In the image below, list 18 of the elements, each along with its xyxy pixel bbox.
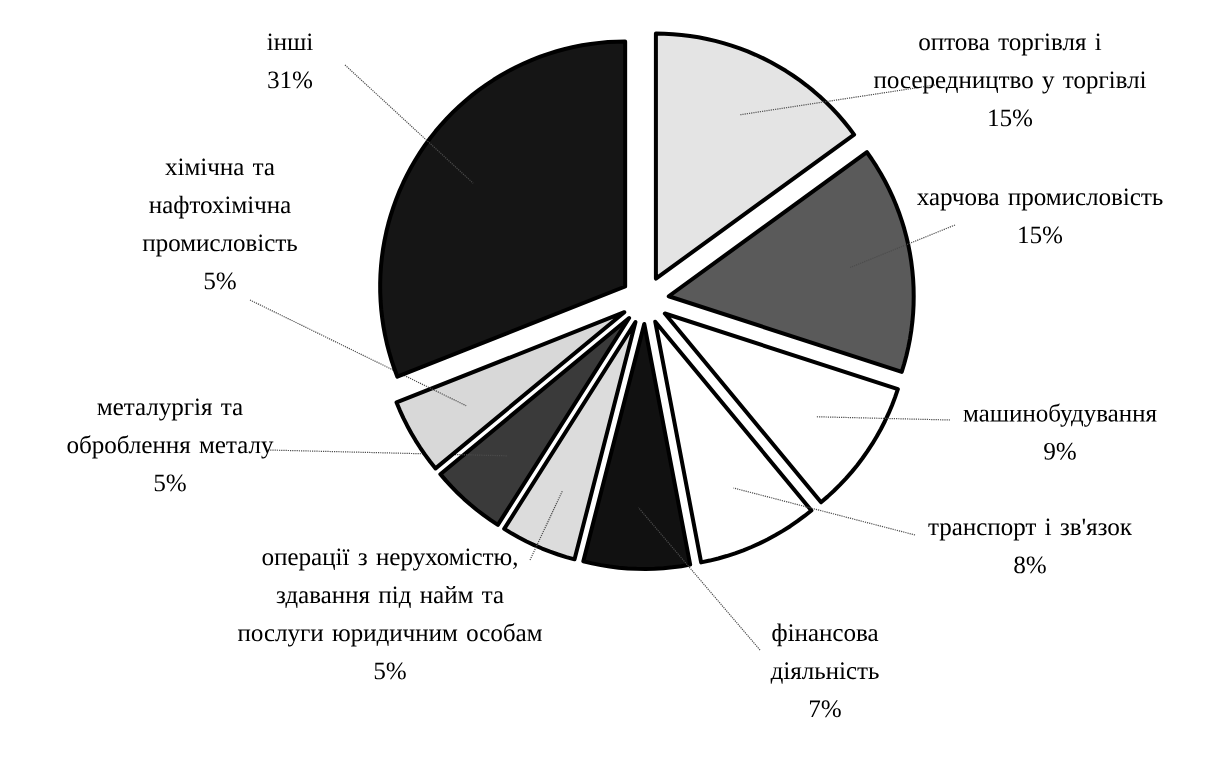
data-label: 15% xyxy=(1019,226,1063,244)
data-label: 7% xyxy=(809,700,841,718)
slice-label: машинобудування xyxy=(963,403,1157,427)
slice-label: транспорт і зв'язок xyxy=(928,518,1133,541)
slice-label: інші xyxy=(267,33,313,51)
data-label: 9% xyxy=(1044,442,1076,460)
slice-label: харчова промисловість xyxy=(917,188,1163,211)
data-label: 5% xyxy=(204,272,236,290)
data-label: 5% xyxy=(374,662,406,680)
slice-label: хімічна та нафтохімічна промисловість xyxy=(142,158,297,257)
slice-label: оптова торгівля і посередництво у торгівлі xyxy=(873,33,1147,94)
data-label: 5% xyxy=(154,474,186,492)
data-label: 31% xyxy=(268,71,313,89)
data-label: 15% xyxy=(989,109,1033,127)
slice-label: операції з нерухомістю, здавання під найм та послуги юридичним особам xyxy=(237,548,542,647)
slice-label: металургія та оброблення металу xyxy=(67,398,274,459)
data-label: 8% xyxy=(1014,556,1046,574)
slice-label: фінансова діяльність xyxy=(770,623,879,684)
